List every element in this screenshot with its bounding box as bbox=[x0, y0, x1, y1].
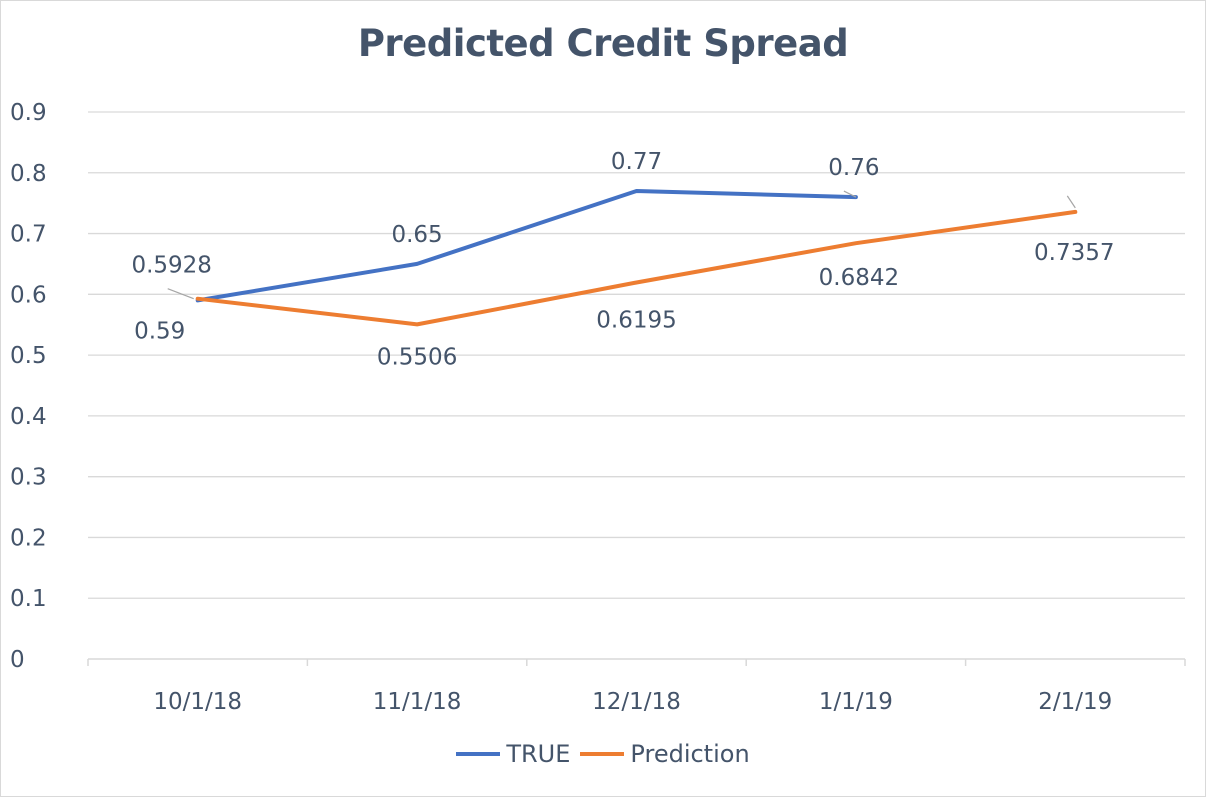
y-tick-label: 0.7 bbox=[10, 222, 47, 248]
data-label-prediction: 0.6195 bbox=[596, 307, 676, 333]
y-tick-label: 0.6 bbox=[10, 282, 47, 308]
legend-item-prediction: Prediction bbox=[580, 740, 750, 768]
data-label-prediction: 0.5506 bbox=[377, 344, 457, 370]
series-line-true bbox=[195, 189, 858, 303]
x-tick-label: 12/1/18 bbox=[592, 689, 681, 715]
y-tick-label: 0.1 bbox=[10, 586, 47, 612]
legend-item-true: TRUE bbox=[456, 740, 570, 768]
y-tick-label: 0.8 bbox=[10, 161, 47, 187]
y-tick-label: 0 bbox=[10, 647, 25, 673]
chart-title: Predicted Credit Spread bbox=[357, 22, 849, 65]
x-tick-label: 2/1/19 bbox=[1038, 689, 1112, 715]
y-tick-label: 0.4 bbox=[10, 404, 47, 430]
legend-label-true: TRUE bbox=[506, 740, 571, 768]
series-line-prediction bbox=[195, 209, 1078, 327]
data-label-true: 0.76 bbox=[828, 155, 879, 181]
data-label-leader bbox=[167, 288, 194, 300]
data-label-prediction: 0.7357 bbox=[1034, 240, 1114, 266]
x-tick-label: 10/1/18 bbox=[153, 689, 242, 715]
data-label-leader bbox=[843, 190, 857, 198]
data-label-true: 0.77 bbox=[611, 149, 662, 175]
legend: TRUE Prediction bbox=[0, 740, 1206, 768]
data-label-leader bbox=[1066, 195, 1076, 209]
y-tick-label: 0.2 bbox=[10, 525, 47, 551]
data-label-true: 0.65 bbox=[391, 222, 442, 248]
data-label-prediction: 0.5928 bbox=[131, 253, 211, 279]
x-tick-label: 11/1/18 bbox=[373, 689, 462, 715]
legend-swatch-prediction bbox=[580, 752, 625, 756]
data-label-prediction: 0.6842 bbox=[819, 265, 899, 291]
y-tick-label: 0.5 bbox=[10, 343, 47, 369]
y-tick-label: 0.9 bbox=[10, 100, 47, 126]
legend-swatch-true bbox=[456, 752, 501, 756]
x-tick-label: 1/1/19 bbox=[819, 689, 893, 715]
data-label-true: 0.59 bbox=[134, 318, 185, 344]
y-tick-label: 0.3 bbox=[10, 465, 47, 491]
legend-label-prediction: Prediction bbox=[630, 740, 750, 768]
